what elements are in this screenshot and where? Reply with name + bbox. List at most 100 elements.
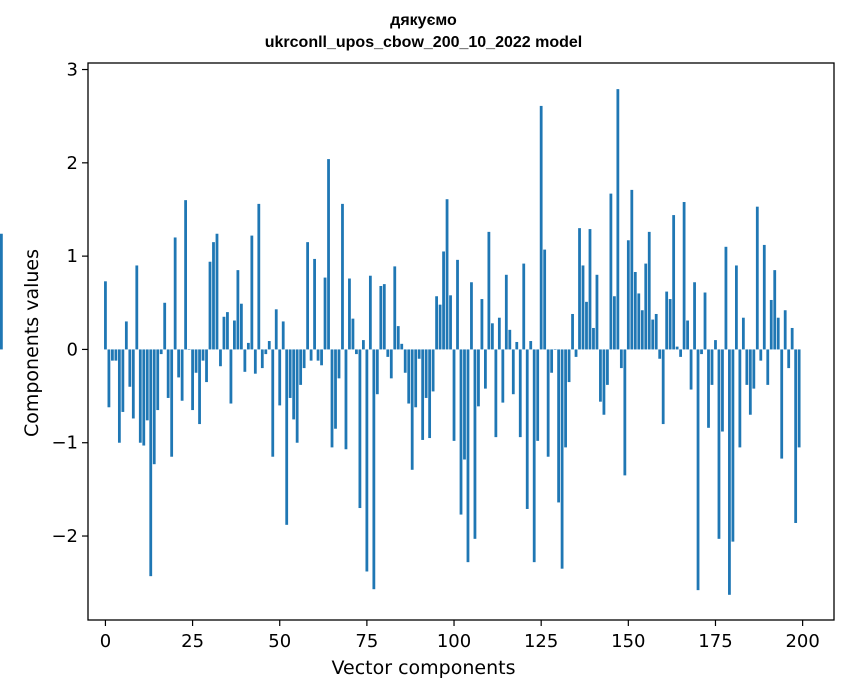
bar bbox=[281, 321, 285, 350]
bar bbox=[515, 341, 519, 350]
bar bbox=[599, 349, 602, 402]
y-tick-label: 2 bbox=[67, 153, 78, 174]
bar bbox=[253, 349, 257, 374]
bar bbox=[365, 349, 369, 572]
bar bbox=[724, 246, 728, 350]
bar bbox=[539, 105, 543, 350]
bar bbox=[567, 349, 571, 383]
bar bbox=[389, 349, 393, 379]
bar bbox=[344, 349, 348, 450]
bar bbox=[717, 349, 721, 539]
bar bbox=[501, 349, 505, 403]
bar bbox=[341, 203, 344, 350]
bar bbox=[463, 349, 466, 460]
bar bbox=[246, 342, 250, 350]
bar bbox=[250, 235, 254, 350]
bar bbox=[198, 349, 201, 425]
bar bbox=[487, 231, 491, 350]
bar bbox=[696, 349, 700, 591]
bar bbox=[334, 349, 337, 429]
bar bbox=[320, 349, 323, 366]
bar bbox=[435, 296, 438, 350]
bar bbox=[508, 329, 512, 350]
bar bbox=[382, 284, 386, 350]
bar bbox=[431, 349, 435, 392]
bar bbox=[473, 349, 477, 539]
bar bbox=[417, 349, 421, 359]
bar bbox=[337, 349, 341, 379]
bar bbox=[710, 349, 714, 385]
bar bbox=[543, 249, 547, 350]
bar bbox=[682, 202, 686, 350]
bar bbox=[755, 206, 759, 350]
bar bbox=[703, 292, 707, 350]
bar bbox=[518, 349, 522, 438]
bar bbox=[215, 233, 219, 350]
bar bbox=[480, 299, 484, 350]
bar bbox=[379, 285, 383, 350]
bar bbox=[459, 349, 463, 515]
bar bbox=[470, 282, 473, 350]
bar bbox=[619, 349, 623, 369]
x-axis-label: Vector components bbox=[331, 657, 516, 679]
bar bbox=[630, 189, 634, 350]
bar bbox=[201, 349, 205, 361]
bar bbox=[403, 349, 407, 373]
bar bbox=[149, 349, 153, 577]
bar bbox=[128, 349, 132, 387]
y-tick-label: 3 bbox=[67, 60, 78, 81]
bar bbox=[637, 293, 641, 350]
bar bbox=[177, 349, 181, 378]
bar bbox=[111, 349, 114, 361]
bar bbox=[592, 327, 595, 350]
x-tick-label: 150 bbox=[611, 631, 645, 652]
bar bbox=[654, 313, 658, 350]
bar bbox=[271, 349, 275, 457]
bar bbox=[484, 349, 487, 389]
bar bbox=[393, 266, 397, 350]
bar bbox=[156, 349, 160, 411]
bar bbox=[285, 349, 289, 525]
x-tick-label: 100 bbox=[437, 631, 471, 652]
bar bbox=[602, 349, 606, 415]
bar bbox=[644, 263, 648, 350]
bar bbox=[372, 349, 376, 590]
bar bbox=[323, 277, 327, 350]
bar bbox=[525, 349, 529, 509]
bar bbox=[571, 313, 574, 350]
bar bbox=[219, 349, 222, 367]
bar bbox=[668, 299, 672, 350]
bar bbox=[766, 349, 770, 385]
bar bbox=[222, 316, 226, 350]
bar bbox=[257, 203, 261, 350]
bar bbox=[707, 349, 710, 428]
bar bbox=[330, 349, 334, 448]
bar bbox=[316, 349, 320, 361]
bar bbox=[689, 349, 693, 390]
bar bbox=[550, 349, 554, 373]
bar bbox=[790, 327, 794, 350]
bar bbox=[288, 349, 292, 398]
bar bbox=[375, 349, 379, 395]
bar bbox=[438, 304, 442, 350]
bar bbox=[466, 349, 470, 563]
bar bbox=[0, 233, 3, 350]
bar bbox=[546, 349, 550, 457]
bar bbox=[229, 349, 233, 404]
bar bbox=[184, 200, 187, 350]
bar bbox=[780, 349, 784, 459]
bar bbox=[117, 349, 121, 443]
bar bbox=[348, 278, 351, 350]
bar bbox=[595, 274, 599, 350]
bar bbox=[264, 349, 268, 355]
bar bbox=[327, 159, 330, 350]
bar bbox=[741, 317, 745, 350]
bar bbox=[145, 349, 149, 421]
bar bbox=[278, 349, 282, 406]
bar bbox=[762, 244, 766, 350]
bar bbox=[428, 349, 432, 439]
bar bbox=[299, 349, 303, 385]
bar bbox=[260, 349, 264, 369]
bar bbox=[661, 349, 665, 425]
bar bbox=[536, 349, 540, 441]
